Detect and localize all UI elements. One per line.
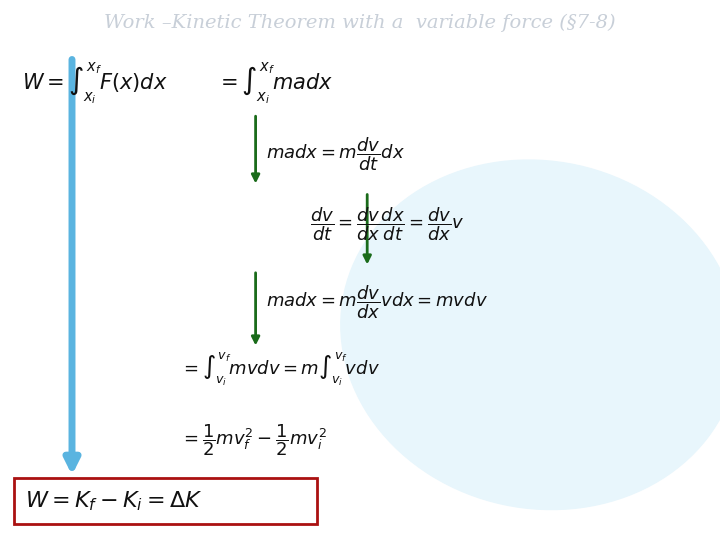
FancyBboxPatch shape [14, 478, 317, 524]
Text: Work –Kinetic Theorem with a  variable force (§7-8): Work –Kinetic Theorem with a variable fo… [104, 14, 616, 32]
Text: $= \int_{x_i}^{x_f} madx$: $= \int_{x_i}^{x_f} madx$ [216, 60, 333, 107]
Text: $madx = m\dfrac{dv}{dx}vdx = mvdv$: $madx = m\dfrac{dv}{dx}vdx = mvdv$ [266, 284, 488, 321]
Text: $= \dfrac{1}{2}mv_f^2 - \dfrac{1}{2}mv_i^2$: $= \dfrac{1}{2}mv_f^2 - \dfrac{1}{2}mv_i… [180, 422, 327, 458]
Text: $= \int_{v_i}^{v_f} mvdv = m\int_{v_i}^{v_f} vdv$: $= \int_{v_i}^{v_f} mvdv = m\int_{v_i}^{… [180, 352, 380, 388]
Text: $W = \int_{x_i}^{x_f} F(x)dx$: $W = \int_{x_i}^{x_f} F(x)dx$ [22, 60, 167, 107]
Text: $madx = m\dfrac{dv}{dt}dx$: $madx = m\dfrac{dv}{dt}dx$ [266, 135, 405, 173]
Text: $\dfrac{dv}{dt} = \dfrac{dv}{dx}\dfrac{dx}{dt} = \dfrac{dv}{dx}v$: $\dfrac{dv}{dt} = \dfrac{dv}{dx}\dfrac{d… [310, 205, 464, 243]
Ellipse shape [341, 160, 720, 510]
Text: $W= K_f - K_i  = \Delta K$: $W= K_f - K_i = \Delta K$ [25, 489, 202, 512]
